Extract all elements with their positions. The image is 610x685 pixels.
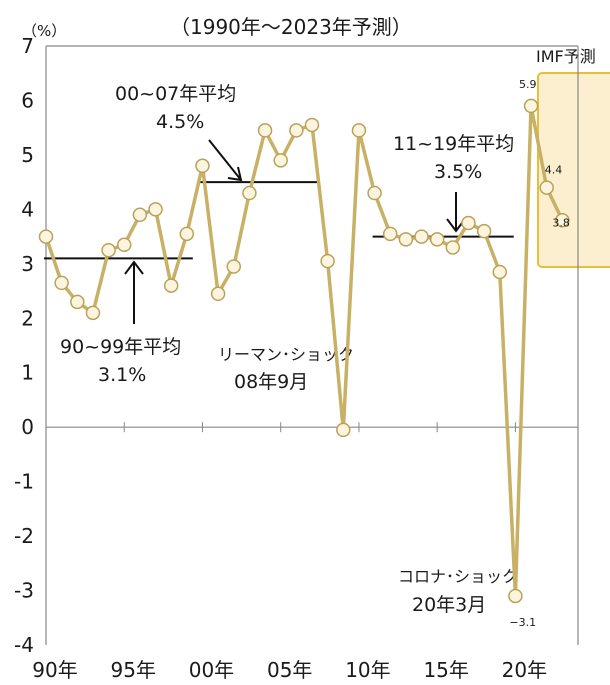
data-label: 4.4 bbox=[545, 164, 563, 177]
avg-00s-label: 00~07年平均 bbox=[115, 83, 236, 105]
data-point bbox=[320, 253, 335, 269]
axes: -4 -3 -2 -1 0 1 2 3 4 5 6 7 90年 95年 00年 05年 10年 15年 20年 bbox=[14, 34, 579, 682]
avg-11s-value: 3.5% bbox=[434, 161, 482, 183]
y-tick-label: -2 bbox=[14, 524, 34, 548]
avg-11s-label: 11~19年平均 bbox=[393, 133, 514, 155]
data-point bbox=[539, 180, 554, 195]
x-tick-label: 00年 bbox=[189, 658, 234, 682]
y-tick-label: 7 bbox=[21, 34, 34, 58]
data-point bbox=[445, 240, 461, 255]
data-point bbox=[414, 229, 429, 244]
y-axis-label: （%） bbox=[22, 22, 66, 40]
lehman-annotation-line1: リーマン･ショック bbox=[218, 345, 354, 364]
avg-90s-label: 90~99年平均 bbox=[60, 336, 181, 358]
y-tick-label: 5 bbox=[21, 143, 34, 167]
arrow-90s-head bbox=[124, 260, 144, 275]
y-tick-label: -4 bbox=[14, 633, 34, 657]
x-tick-label: 10年 bbox=[345, 658, 390, 682]
x-tick-label: 95年 bbox=[111, 658, 156, 682]
data-point bbox=[273, 153, 288, 168]
y-tick-label: 6 bbox=[21, 88, 34, 112]
y-tick-label: 0 bbox=[21, 415, 34, 439]
data-point bbox=[179, 226, 195, 242]
data-point bbox=[195, 158, 210, 174]
arrow-00s-head bbox=[227, 166, 243, 182]
y-tick-label: 3 bbox=[21, 252, 34, 276]
data-point bbox=[382, 226, 398, 242]
data-points bbox=[38, 98, 570, 604]
covid-annotation-line1: コロナ･ショック bbox=[398, 567, 518, 586]
covid-annotation-line2: 20年3月 bbox=[412, 594, 486, 616]
data-label: −3.1 bbox=[509, 616, 536, 629]
avg-00s-value: 4.5% bbox=[156, 111, 204, 133]
chart-subtitle: （1990年～2023年予測） bbox=[170, 15, 412, 39]
data-point bbox=[242, 185, 257, 201]
data-point bbox=[367, 185, 382, 201]
data-point bbox=[461, 215, 476, 231]
data-point bbox=[492, 264, 508, 280]
x-tick-label: 05年 bbox=[267, 658, 312, 682]
data-point bbox=[148, 202, 163, 217]
data-point bbox=[38, 229, 54, 244]
series-line bbox=[44, 104, 564, 598]
data-point bbox=[163, 278, 179, 293]
x-tick-label: 90年 bbox=[32, 658, 77, 682]
data-point bbox=[398, 232, 414, 247]
data-point bbox=[132, 207, 148, 223]
y-tick-label: 4 bbox=[21, 197, 34, 221]
forecast-label: IMF予測 bbox=[536, 47, 596, 66]
data-point bbox=[289, 123, 304, 138]
data-point bbox=[555, 213, 570, 228]
y-tick-label: -1 bbox=[14, 470, 34, 494]
data-point bbox=[70, 294, 85, 310]
arrow-00s bbox=[208, 139, 242, 181]
y-tick-label: 2 bbox=[21, 306, 34, 330]
data-point bbox=[85, 305, 101, 321]
lehman-annotation-line2: 08年9月 bbox=[234, 371, 308, 393]
y-tick-label: 1 bbox=[21, 361, 34, 385]
data-labels: 5.9 4.4 3.8 −3.1 bbox=[509, 78, 569, 629]
data-point bbox=[351, 123, 367, 138]
data-point bbox=[257, 123, 273, 138]
data-point bbox=[429, 232, 445, 247]
y-tick-label: -3 bbox=[14, 579, 34, 603]
x-tick-label: 15年 bbox=[423, 658, 468, 682]
data-label: 3.8 bbox=[552, 216, 570, 229]
data-label: 5.9 bbox=[519, 78, 537, 91]
data-point bbox=[304, 117, 320, 133]
x-tick-label: 20年 bbox=[502, 658, 547, 682]
data-point bbox=[476, 223, 492, 239]
data-point bbox=[523, 98, 539, 114]
data-point bbox=[116, 237, 132, 253]
data-point bbox=[508, 588, 523, 604]
data-point bbox=[54, 275, 69, 291]
annotation-arrows bbox=[124, 139, 466, 324]
avg-90s-value: 3.1% bbox=[98, 364, 146, 386]
data-point bbox=[210, 286, 226, 302]
data-point bbox=[226, 259, 242, 274]
data-point bbox=[336, 422, 351, 438]
data-point bbox=[101, 242, 116, 258]
